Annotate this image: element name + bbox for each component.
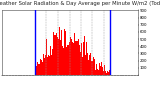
Text: Milwaukee Weather Solar Radiation & Day Average per Minute W/m2 (Today): Milwaukee Weather Solar Radiation & Day … xyxy=(0,1,160,6)
